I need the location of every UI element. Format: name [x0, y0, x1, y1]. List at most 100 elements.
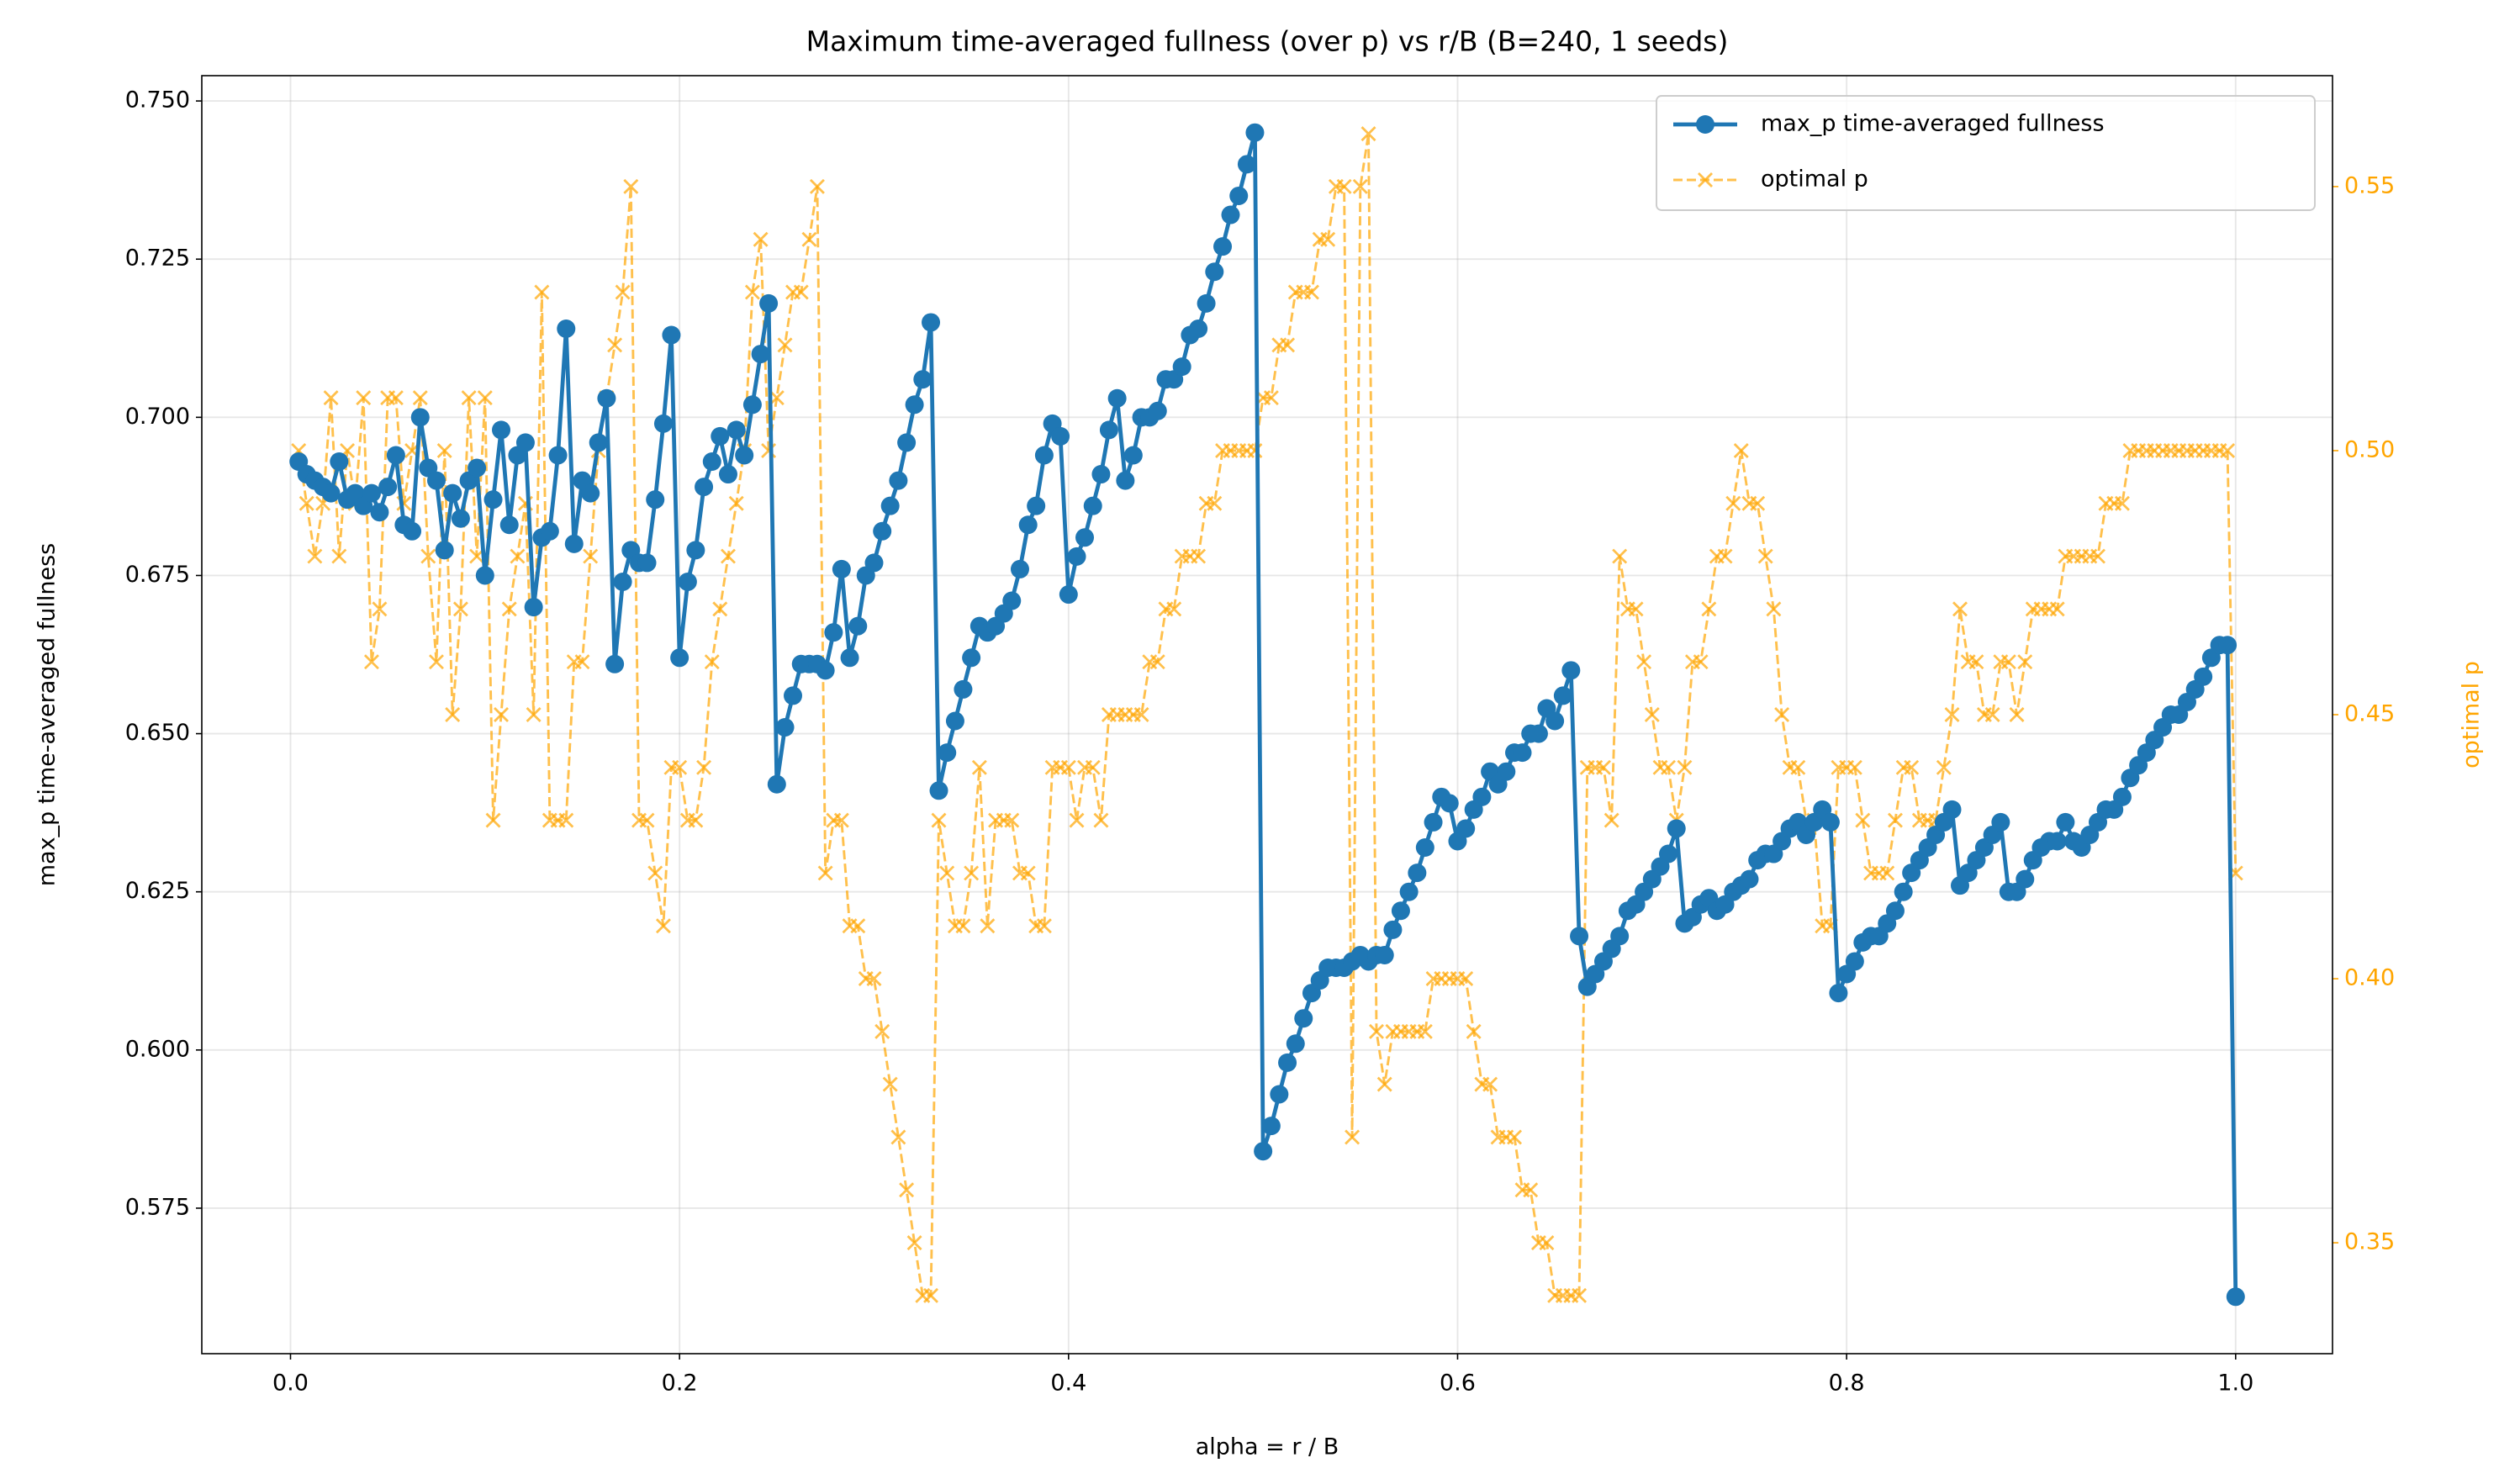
marker — [1286, 1034, 1305, 1054]
marker — [1456, 819, 1476, 838]
marker — [1572, 1287, 1588, 1303]
legend-label: optimal p — [1761, 166, 1868, 193]
marker — [1523, 1182, 1539, 1198]
marker — [2047, 832, 2067, 851]
marker — [1107, 388, 1127, 408]
marker — [1197, 293, 1216, 313]
marker — [882, 1076, 898, 1092]
marker — [607, 337, 623, 353]
marker — [1254, 1142, 1273, 1161]
marker — [370, 503, 389, 522]
marker — [1278, 1053, 1297, 1072]
y-tick-label: 0.600 — [125, 1036, 190, 1062]
marker — [1725, 495, 1741, 511]
marker — [426, 471, 446, 490]
marker — [817, 865, 833, 881]
marker — [971, 759, 987, 775]
marker — [726, 420, 746, 440]
marker — [2000, 654, 2016, 670]
marker — [1667, 819, 1686, 838]
marker — [955, 918, 971, 934]
marker — [1424, 812, 1443, 832]
marker — [873, 521, 892, 541]
marker — [1336, 178, 1352, 194]
marker — [832, 559, 851, 578]
y-tick-label: 0.650 — [125, 720, 190, 746]
marker — [1093, 812, 1109, 828]
marker — [695, 478, 714, 497]
marker — [1529, 724, 1548, 743]
marker — [913, 370, 933, 389]
marker — [1952, 601, 1968, 617]
marker — [356, 390, 372, 406]
marker — [777, 337, 793, 353]
marker — [1636, 654, 1652, 670]
y2-tick-label: 0.50 — [2344, 436, 2395, 462]
marker — [2218, 636, 2237, 655]
marker — [323, 390, 339, 406]
marker — [1376, 1076, 1392, 1092]
marker — [378, 478, 398, 497]
marker — [2017, 654, 2033, 670]
marker — [938, 743, 957, 763]
marker — [2220, 442, 2236, 458]
marker — [1415, 838, 1434, 858]
marker — [850, 918, 866, 934]
legend-label: max_p time-averaged fullness — [1761, 111, 2105, 137]
marker — [1148, 401, 1167, 420]
marker — [2090, 548, 2105, 564]
marker — [499, 515, 519, 535]
marker — [443, 483, 462, 503]
marker — [1701, 601, 1717, 617]
marker — [922, 313, 941, 332]
marker — [1472, 787, 1492, 806]
marker — [784, 686, 803, 705]
marker — [688, 812, 704, 828]
marker — [735, 446, 754, 465]
marker — [1020, 865, 1036, 881]
marker — [574, 654, 590, 670]
marker — [1507, 1129, 1523, 1145]
marker — [330, 452, 349, 472]
y2-tick-label: 0.40 — [2344, 965, 2395, 991]
marker — [510, 548, 526, 564]
marker — [483, 490, 503, 510]
y2-tick-label: 0.35 — [2344, 1229, 2395, 1255]
marker — [744, 284, 760, 300]
marker — [1513, 743, 1532, 763]
marker — [1149, 654, 1165, 670]
marker — [728, 495, 744, 511]
marker — [1261, 1117, 1281, 1136]
marker — [1829, 984, 1848, 1003]
marker — [1545, 711, 1565, 731]
marker — [653, 414, 673, 433]
marker — [1205, 262, 1224, 282]
marker — [623, 178, 639, 194]
marker — [1984, 707, 2000, 722]
marker — [1018, 515, 1038, 535]
series-line — [297, 132, 2237, 1297]
marker — [363, 654, 379, 670]
marker — [1229, 186, 1249, 205]
marker — [1399, 882, 1419, 901]
marker — [1936, 759, 1952, 775]
marker — [524, 598, 543, 617]
marker — [564, 534, 584, 553]
marker — [1693, 654, 1709, 670]
marker — [1766, 601, 1782, 617]
marker — [637, 553, 657, 573]
marker — [718, 465, 737, 484]
marker — [1294, 1009, 1313, 1028]
marker — [1595, 759, 1611, 775]
marker — [1539, 1235, 1555, 1251]
marker — [686, 541, 705, 560]
marker — [1391, 901, 1410, 921]
y-tick-label: 0.675 — [125, 562, 190, 588]
marker — [386, 446, 405, 465]
marker — [1659, 844, 1678, 863]
marker — [492, 420, 511, 440]
y-tick-label: 0.725 — [125, 246, 190, 272]
marker — [1740, 869, 1759, 889]
marker — [540, 521, 559, 541]
x-tick-label: 0.8 — [1829, 1370, 1865, 1397]
